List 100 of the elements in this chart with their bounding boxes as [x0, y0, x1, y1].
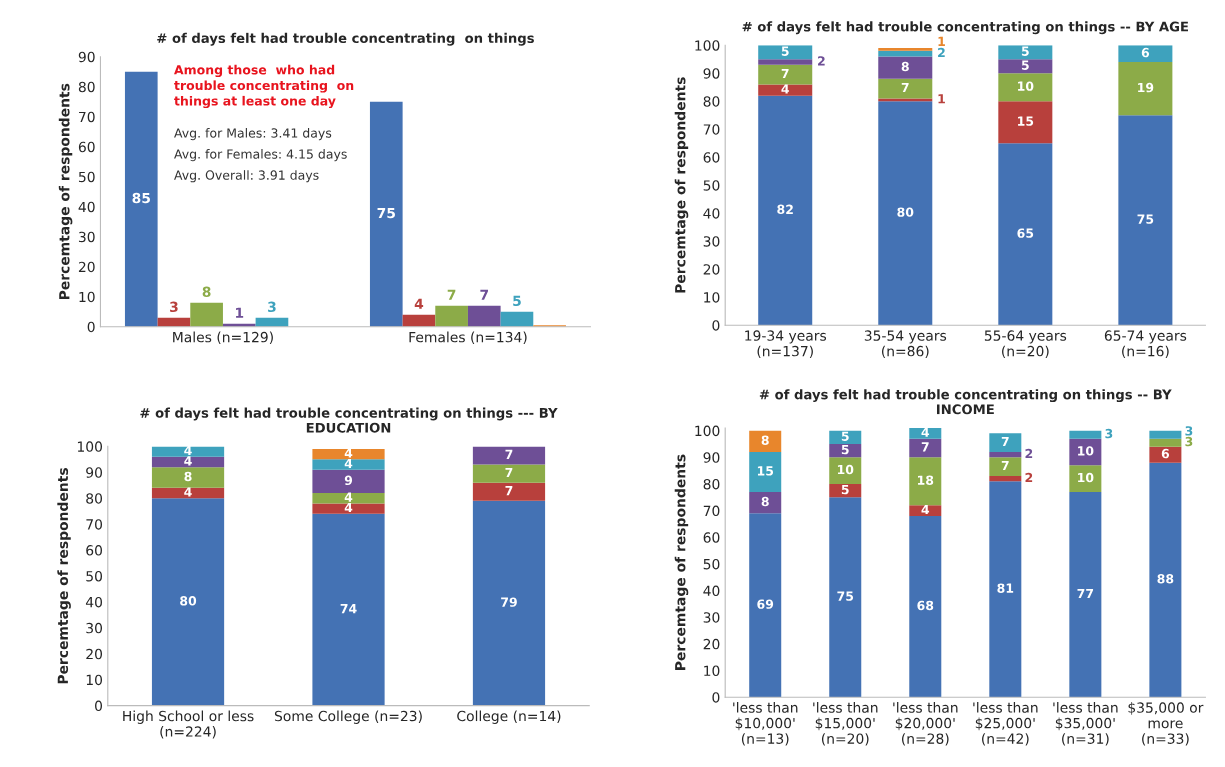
y-tick-label: 20: [703, 264, 720, 275]
data-label: 4: [184, 456, 192, 466]
data-label: 81: [997, 583, 1014, 593]
y-tick-label: 0: [712, 320, 720, 331]
data-label: 74: [340, 604, 357, 614]
x-tick-label: College (n=14): [457, 710, 561, 724]
y-tick-label: 80: [86, 493, 103, 504]
data-label: 10: [1018, 81, 1034, 91]
y-tick-label: 0: [87, 321, 95, 333]
data-label: 4: [344, 458, 353, 468]
y-tick-label: 0: [95, 700, 103, 712]
data-label: 7: [447, 289, 456, 300]
y-tick-label: 20: [703, 638, 720, 650]
data-label: 10: [1078, 446, 1094, 456]
data-label: 8: [761, 496, 769, 507]
y-tick-label: 100: [695, 425, 720, 437]
data-label: 8: [184, 471, 192, 482]
data-label: 80: [180, 596, 197, 606]
y-tick-label: 90: [78, 51, 95, 63]
x-tick-label: 'less than $10,000' (n=13): [733, 702, 798, 746]
data-label: 75: [837, 591, 854, 601]
data-label: 2: [1025, 448, 1033, 459]
y-tick-label: 10: [704, 292, 720, 303]
annotation: Avg. Overall: 3.91 days: [174, 170, 319, 183]
data-label: 5: [841, 444, 849, 455]
data-label: 7: [921, 442, 929, 452]
x-tick-label: 55-64 years (n=20): [984, 330, 1067, 359]
data-label: 2: [938, 47, 945, 58]
data-label: 4: [921, 427, 930, 437]
data-label: 79: [501, 597, 517, 607]
data-label: 5: [841, 484, 849, 495]
x-tick-label: Males (n=129): [173, 331, 273, 344]
x-tick-label: $35,000 or more (n=33): [1128, 702, 1204, 746]
data-label: 5: [1021, 60, 1029, 70]
y-tick-label: 100: [77, 441, 103, 452]
x-tick-label: 65-74 years (n=16): [1104, 330, 1187, 359]
y-axis-title: Percemtage of respondents: [674, 454, 689, 670]
data-label: 6: [1141, 47, 1150, 58]
data-label: 9: [344, 475, 353, 486]
y-tick-label: 70: [79, 111, 95, 123]
data-label: 5: [841, 431, 849, 441]
data-label: 3: [1185, 436, 1193, 447]
data-label: 85: [132, 192, 150, 204]
x-tick-label: High School or less (n=224): [123, 710, 254, 739]
annotation: Avg. for Females: 4.15 days: [174, 149, 347, 162]
x-tick-label: Some College (n=23): [274, 710, 422, 724]
y-axis-title: Percemtage of respondents: [58, 83, 73, 300]
data-label: 1: [236, 307, 244, 318]
data-label: 3: [1105, 428, 1113, 439]
y-tick-label: 90: [703, 68, 720, 79]
data-label: 15: [757, 466, 774, 476]
data-label: 8: [202, 286, 211, 298]
y-tick-label: 50: [703, 180, 720, 191]
x-tick-label: Females (n=134): [409, 331, 527, 344]
y-tick-label: 30: [703, 236, 720, 247]
y-tick-label: 80: [703, 478, 720, 490]
chart-title: # of days felt had trouble concentrating on things -- BY AGE: [742, 21, 1188, 35]
data-label: 8: [901, 61, 909, 72]
y-tick-label: 80: [703, 96, 720, 107]
y-tick-label: 90: [703, 452, 720, 463]
y-tick-label: 50: [86, 570, 103, 582]
data-label: 75: [377, 207, 395, 219]
data-label: 5: [513, 295, 521, 307]
y-tick-label: 10: [79, 291, 95, 303]
data-label: 19: [1138, 82, 1154, 93]
y-tick-label: 10: [704, 665, 720, 677]
data-label: 10: [837, 464, 854, 475]
data-label: 2: [818, 56, 825, 66]
data-label: 6: [1161, 448, 1170, 459]
y-tick-label: 40: [78, 201, 95, 213]
y-axis-title: Percemtage of respondents: [57, 468, 71, 684]
y-tick-label: 70: [86, 519, 103, 530]
data-label: 4: [781, 84, 789, 94]
y-tick-label: 60: [78, 141, 95, 153]
data-label: 68: [917, 600, 934, 611]
y-tick-label: 60: [703, 532, 720, 543]
data-label: 7: [505, 467, 513, 478]
data-label: 2: [1025, 472, 1033, 483]
data-label: 82: [777, 204, 793, 215]
data-label: 18: [918, 475, 934, 485]
data-label: 5: [781, 46, 789, 56]
data-label: 7: [505, 449, 513, 459]
x-tick-label: 'less than $15,000' (n=20): [813, 702, 878, 746]
data-label: 7: [781, 68, 789, 79]
data-label: 4: [414, 298, 424, 309]
x-tick-label: 19-34 years (n=137): [745, 330, 827, 359]
y-tick-label: 70: [703, 505, 720, 517]
data-label: 4: [184, 487, 192, 497]
y-tick-label: 60: [703, 152, 720, 163]
chart-title: # of days felt had trouble concentrating on things -- BY INCOME: [759, 389, 1172, 415]
y-tick-label: 10: [86, 674, 103, 686]
data-label: 7: [505, 486, 513, 496]
y-tick-label: 100: [695, 40, 720, 51]
annotation: Avg. for Males: 3.41 days: [174, 128, 332, 141]
data-label: 3: [1185, 426, 1193, 436]
x-tick-label: 'less than $35,000' (n=31): [1053, 702, 1118, 746]
data-label: 15: [1018, 116, 1034, 126]
data-label: 5: [1021, 46, 1029, 56]
x-tick-label: 35-54 years (n=86): [864, 330, 947, 359]
data-label: 75: [1137, 214, 1154, 224]
